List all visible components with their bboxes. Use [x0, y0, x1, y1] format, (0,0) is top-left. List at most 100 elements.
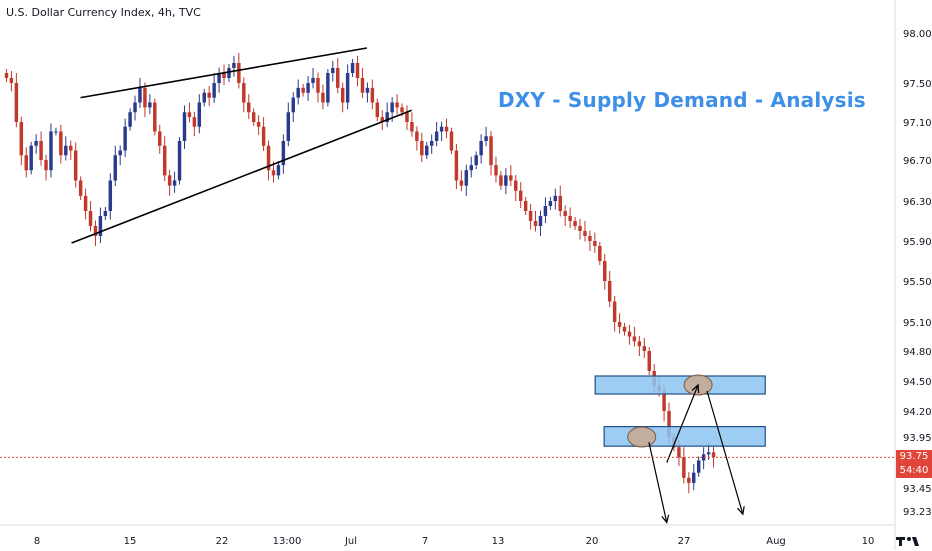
- arrow-down-1: [648, 441, 668, 523]
- candle-body: [588, 236, 592, 241]
- candle-body: [528, 211, 533, 221]
- countdown-tag: 54:40: [896, 464, 932, 479]
- candle-body: [479, 141, 483, 156]
- candle-body: [444, 126, 449, 132]
- candle-body: [696, 460, 701, 473]
- candle-body: [49, 131, 53, 171]
- candle-body: [73, 150, 78, 181]
- candle-body: [682, 457, 686, 478]
- candle-body: [69, 145, 73, 151]
- candle-body: [227, 68, 231, 78]
- candle-body: [242, 83, 246, 103]
- candle-body: [583, 231, 587, 236]
- candle-body: [98, 216, 103, 236]
- candle-body: [494, 165, 498, 176]
- candle-body: [499, 175, 503, 186]
- y-tick-label: 94.20: [903, 407, 932, 418]
- candle-body: [425, 145, 429, 156]
- candle-body: [568, 216, 572, 221]
- arrow-up: [666, 384, 699, 463]
- supply-zone-upper: [594, 375, 766, 395]
- candle-body: [523, 201, 528, 211]
- candle-body: [365, 87, 370, 93]
- candle-body: [19, 122, 24, 156]
- candle-body: [711, 452, 716, 458]
- x-tick-label: 20: [586, 536, 599, 547]
- x-tick-label: 13:00: [273, 536, 302, 547]
- candle-body: [118, 150, 122, 156]
- candle-body: [345, 73, 350, 103]
- candle-body: [311, 78, 315, 83]
- y-tick-label: 93.95: [903, 433, 932, 444]
- candle-body: [509, 175, 513, 181]
- candle-body: [607, 281, 612, 302]
- candle-body: [420, 141, 424, 156]
- candle-body: [415, 131, 419, 141]
- y-tick-label: 97.50: [903, 79, 932, 90]
- candle-body: [113, 155, 117, 181]
- candle-body: [642, 346, 647, 351]
- candle-body: [627, 331, 632, 337]
- candle-body: [148, 102, 152, 108]
- candle-body: [578, 226, 582, 231]
- candle-body: [34, 141, 38, 146]
- candle-body: [291, 97, 295, 113]
- candle-body: [9, 78, 14, 83]
- candle-body: [553, 195, 558, 201]
- candle-body: [138, 87, 142, 103]
- candle-body: [64, 145, 68, 156]
- candle-body: [256, 122, 261, 127]
- candle-body: [88, 211, 93, 226]
- candle-body: [44, 160, 48, 171]
- x-tick-label: 10: [862, 536, 875, 547]
- tradingview-logo: [896, 534, 924, 548]
- candle-body: [29, 145, 33, 171]
- y-tick-label: 95.10: [903, 318, 932, 329]
- candle-body: [217, 73, 221, 83]
- x-tick-label: 7: [422, 536, 428, 547]
- candle-body: [662, 391, 666, 411]
- candle-body: [518, 190, 523, 201]
- x-tick-label: Jul: [344, 536, 357, 547]
- candle-body: [677, 447, 681, 458]
- candle-body: [558, 195, 562, 211]
- candle-body: [306, 83, 310, 93]
- candle-body: [177, 141, 182, 181]
- x-tick-label: Aug: [766, 536, 786, 547]
- candle-body: [158, 131, 162, 146]
- candle-body: [286, 112, 291, 141]
- candle-body: [612, 301, 617, 322]
- candle-body: [449, 131, 454, 151]
- candle-body: [133, 102, 137, 113]
- candle-body: [192, 117, 197, 127]
- candle-body: [632, 336, 637, 342]
- y-tick-label: 97.10: [903, 118, 932, 129]
- y-tick-label: 95.50: [903, 277, 932, 288]
- candle-body: [573, 221, 577, 226]
- candle-body: [459, 180, 464, 186]
- arrow-up-head: [691, 383, 700, 394]
- y-tick-label: 94.80: [903, 347, 932, 358]
- candle-body: [637, 341, 642, 347]
- x-tick-label: 8: [34, 536, 40, 547]
- x-tick-label: 15: [124, 536, 137, 547]
- x-tick-label: 13: [492, 536, 505, 547]
- wedge-lower: [71, 109, 412, 244]
- x-tick-label: 27: [678, 536, 691, 547]
- y-tick-label: 98.00: [903, 29, 932, 40]
- candle-body: [153, 102, 157, 132]
- candle-body: [162, 145, 167, 176]
- arrow-down-2: [706, 390, 744, 515]
- candle-body: [667, 411, 671, 437]
- candle-body: [143, 87, 147, 108]
- candle-body: [548, 201, 553, 206]
- arrow-down-1-head: [661, 514, 670, 524]
- candle-body: [321, 92, 325, 103]
- candle-body: [434, 131, 439, 141]
- candle-body: [563, 211, 567, 216]
- candle-body: [202, 92, 206, 103]
- candle-body: [706, 452, 711, 455]
- candle-body: [212, 83, 216, 98]
- candle-body: [24, 155, 28, 171]
